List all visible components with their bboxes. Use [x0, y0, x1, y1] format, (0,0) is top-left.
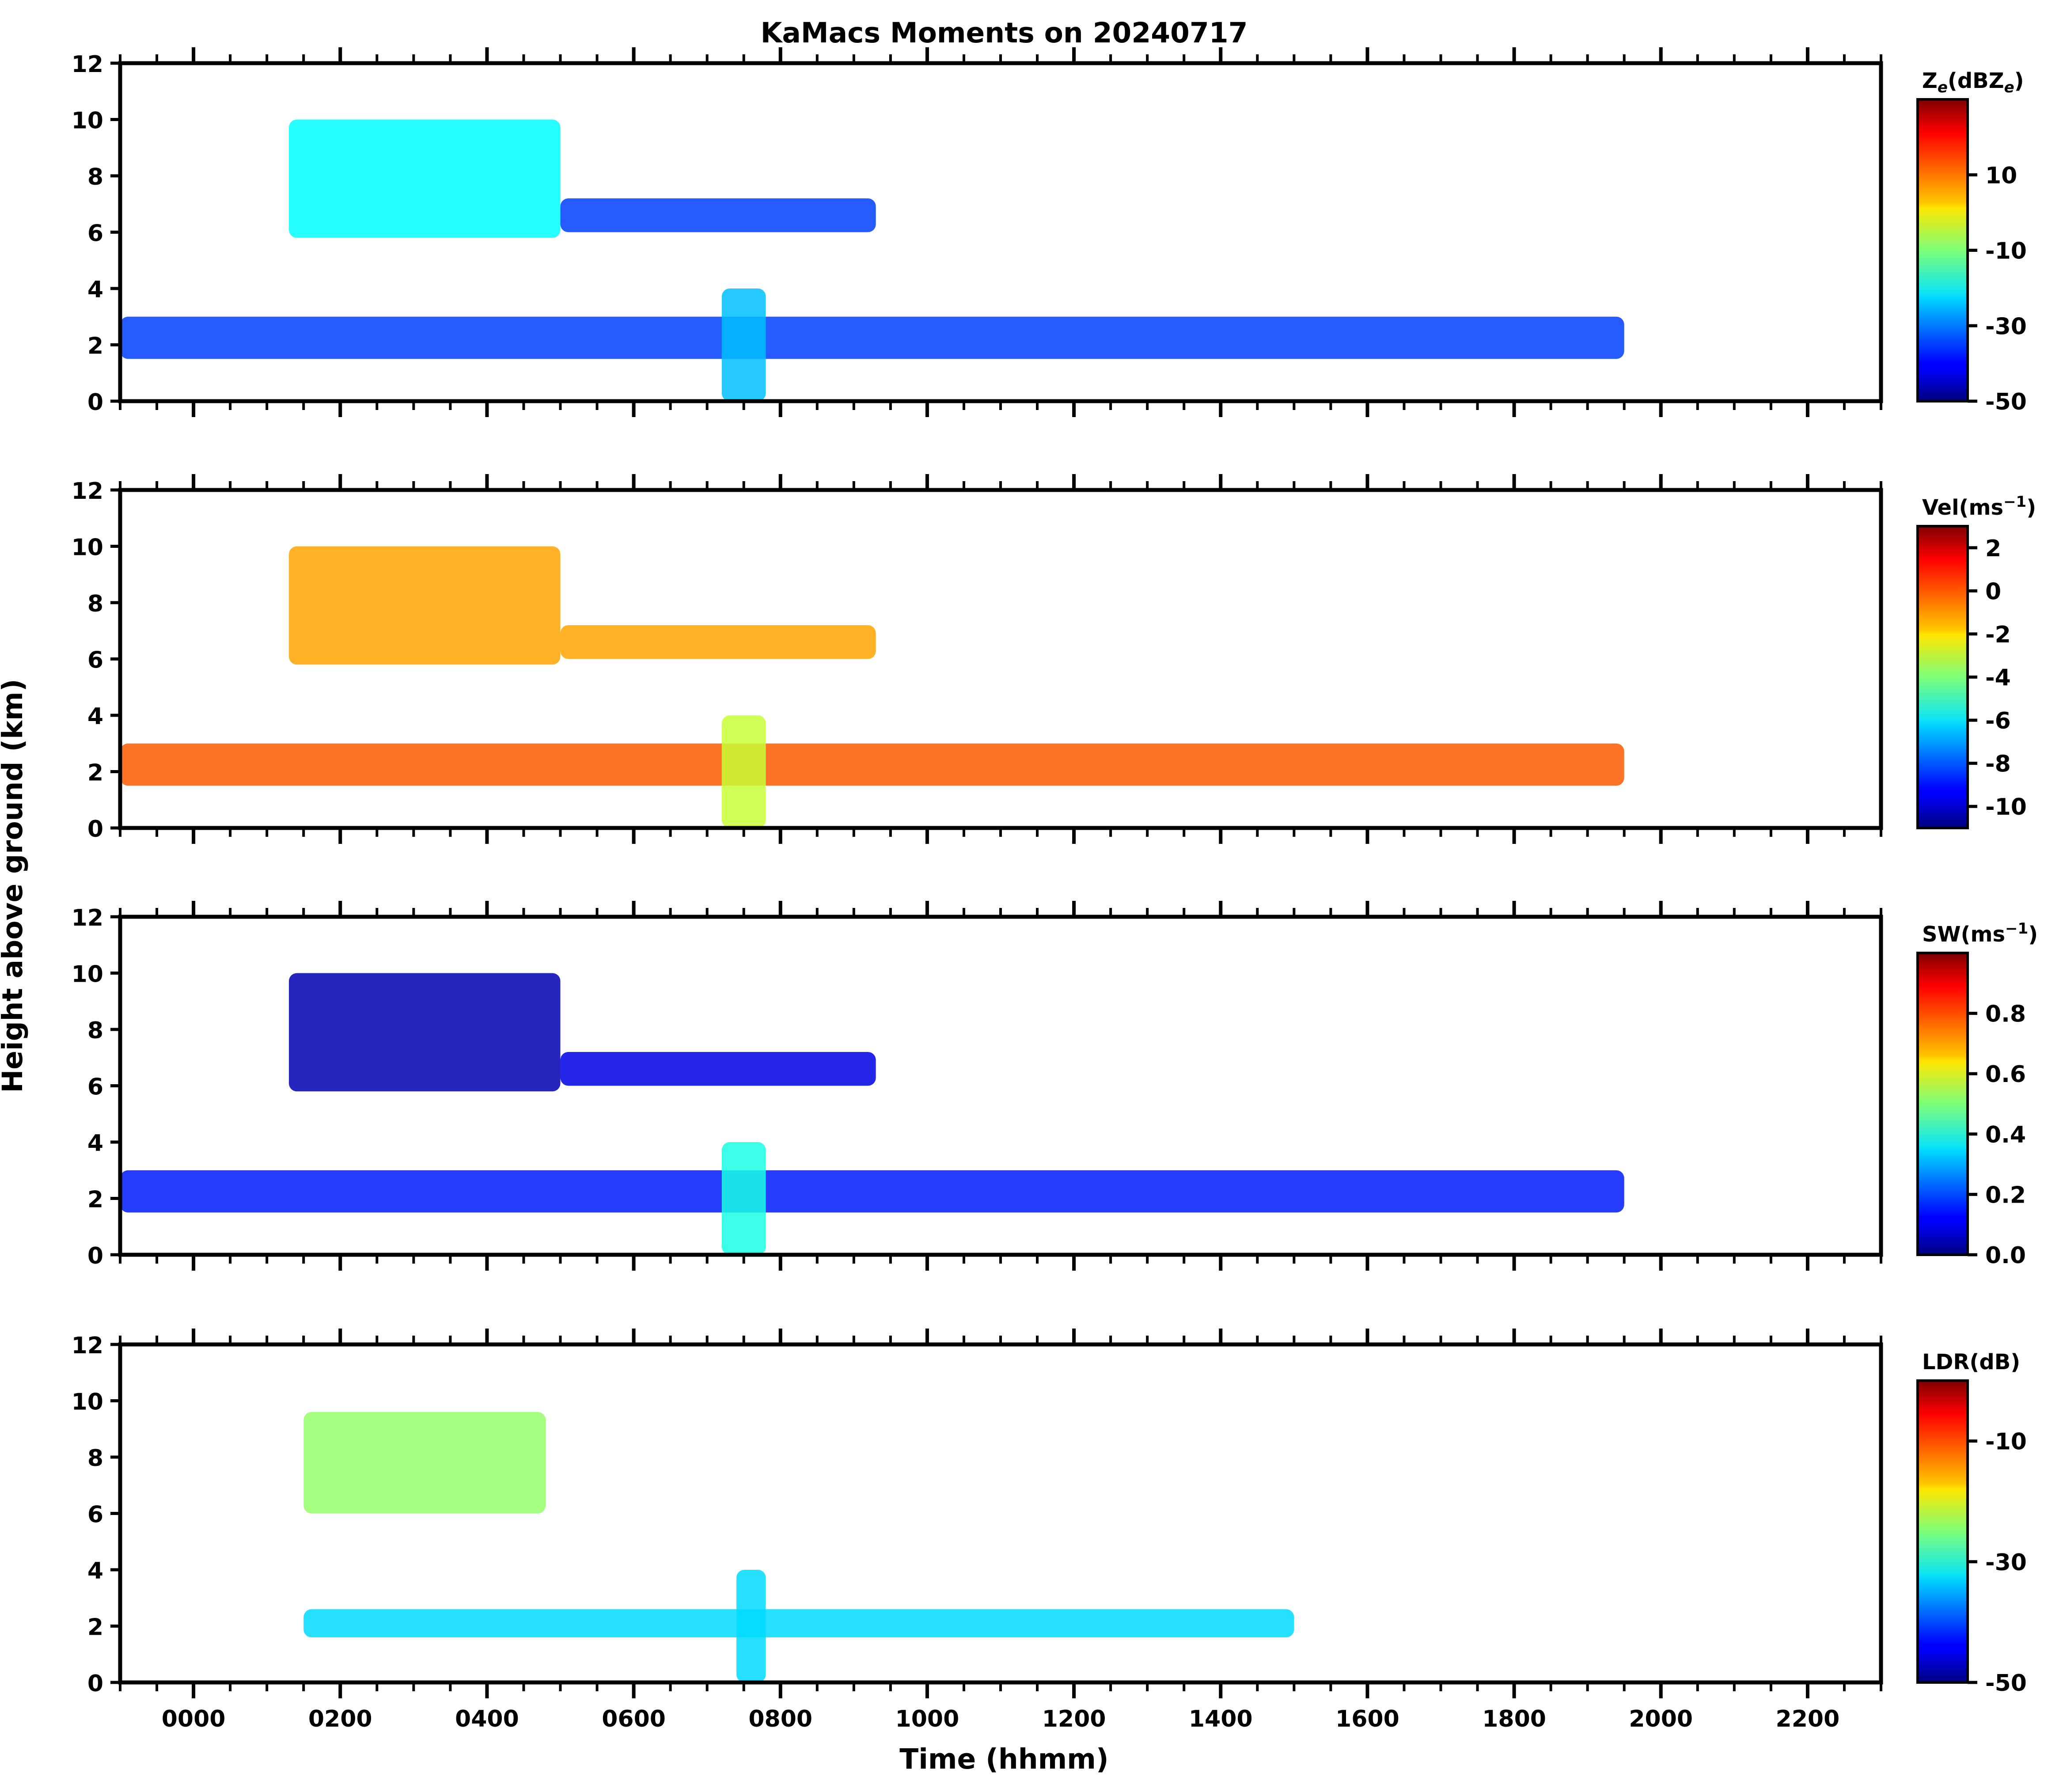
colorbar-label: Ze(dBZe)	[1922, 68, 2024, 96]
y-tick-label: 6	[87, 1074, 103, 1101]
colorbar-tick-label: -10	[1985, 1429, 2027, 1455]
y-tick-label: 0	[87, 816, 103, 843]
y-tick-label: 4	[87, 1558, 103, 1584]
colorbar-tick-label: -10	[1985, 794, 2027, 820]
colorbar	[1916, 525, 1969, 829]
panel-spectrum_width: 0 2 4 6 8 10 12 0.0 0.2 0.4 0.6 0.8 SW(ms−1)	[72, 901, 2038, 1271]
cloud-layer-2	[560, 1052, 876, 1086]
y-tick-label: 0	[87, 1671, 103, 1697]
y-tick-label: 2	[87, 760, 103, 786]
cloud-layer-2	[560, 198, 876, 232]
y-tick-label: 0	[87, 389, 103, 416]
panel-velocity: 0 2 4 6 8 10 12 -10 -8 -6 -4 -2 0 2 Vel(ms−1)	[72, 474, 2036, 844]
colorbar-tick-label: -10	[1985, 238, 2027, 265]
cloud-layer-3	[736, 1570, 766, 1682]
colorbar-tick-label: -4	[1985, 665, 2011, 691]
y-tick-label: 2	[87, 1614, 103, 1641]
y-tick-label: 2	[87, 1187, 103, 1213]
colorbar-tick-label: -8	[1985, 751, 2011, 778]
x-tick-label: 1800	[1482, 1706, 1546, 1732]
y-tick-label: 6	[87, 647, 103, 674]
panel-ldr: 0 2 4 6 8 10 12 0000 0200 0400 0600 0800 1000 1200 140…	[72, 1329, 2027, 1732]
colorbar-tick-label: 0.2	[1985, 1182, 2026, 1208]
colorbar-tick-label: -30	[1985, 313, 2027, 340]
y-tick-label: 10	[72, 961, 103, 988]
cloud-layer-1	[288, 119, 561, 238]
y-axis-label: Height above ground (km)	[0, 679, 29, 1093]
figure-title: KaMacs Moments on 20240717	[761, 17, 1248, 49]
colorbar	[1916, 1379, 1969, 1684]
cloud-layer-2	[560, 625, 876, 659]
colorbar-tick-label: 2	[1985, 535, 2001, 562]
x-tick-label: 0800	[748, 1706, 812, 1732]
colorbar-tick-label: 10	[1985, 163, 2017, 189]
cloud-layer-2	[303, 1609, 1294, 1637]
x-tick-label: 1200	[1042, 1706, 1106, 1732]
colorbar-tick-label: -2	[1985, 622, 2011, 648]
colorbar-tick-label: 0.8	[1985, 1001, 2026, 1028]
y-tick-label: 8	[87, 1445, 103, 1472]
cloud-layer-1	[303, 1412, 546, 1514]
cloud-layer-3	[120, 1170, 1624, 1213]
y-tick-label: 12	[72, 1333, 103, 1359]
y-tick-label: 6	[87, 220, 103, 247]
colorbar-tick-label: -6	[1985, 708, 2011, 734]
y-tick-label: 8	[87, 591, 103, 617]
colorbar-tick-label: 0.4	[1985, 1122, 2026, 1148]
cloud-layer-4	[721, 1142, 766, 1255]
x-axis-label: Time (hhmm)	[899, 1743, 1108, 1775]
cloud-layer-1	[288, 546, 561, 665]
y-tick-label: 4	[87, 1130, 103, 1157]
x-tick-label: 2200	[1776, 1706, 1840, 1732]
colorbar-label: LDR(dB)	[1922, 1350, 2020, 1374]
y-tick-label: 2	[87, 333, 103, 360]
cloud-layer-1	[288, 973, 561, 1092]
y-tick-label: 10	[72, 1389, 103, 1416]
x-tick-label: 0200	[308, 1706, 372, 1732]
x-tick-label: 0400	[455, 1706, 519, 1732]
colorbar	[1916, 98, 1969, 402]
y-tick-label: 10	[72, 108, 103, 134]
y-tick-label: 12	[72, 905, 103, 931]
y-tick-label: 4	[87, 703, 103, 730]
y-tick-label: 6	[87, 1502, 103, 1528]
y-tick-label: 8	[87, 1017, 103, 1044]
cloud-layer-3	[120, 316, 1624, 359]
cloud-layer-4	[721, 289, 766, 401]
cloud-layer-4	[721, 715, 766, 828]
x-tick-label: 2000	[1629, 1706, 1693, 1732]
colorbar-label: Vel(ms−1)	[1922, 493, 2036, 520]
colorbar-tick-label: 0	[1985, 578, 2001, 605]
y-tick-label: 8	[87, 164, 103, 190]
colorbar-tick-label: -50	[1985, 389, 2027, 415]
colorbar-tick-label: 0.6	[1985, 1061, 2026, 1088]
x-tick-label: 0000	[162, 1706, 226, 1732]
colorbar	[1916, 952, 1969, 1256]
x-tick-label: 1000	[895, 1706, 959, 1732]
panels: 0 2 4 6 8 10 12 -50 -30 -10 10 Ze(dBZe) 0 2 4 6 8 10 12 -10…	[72, 47, 2038, 1732]
x-tick-label: 1600	[1335, 1706, 1399, 1732]
colorbar-tick-label: -50	[1985, 1670, 2027, 1697]
y-tick-label: 0	[87, 1243, 103, 1269]
colorbar-tick-label: -30	[1985, 1549, 2027, 1576]
y-tick-label: 12	[72, 478, 103, 505]
panel-reflectivity: 0 2 4 6 8 10 12 -50 -30 -10 10 Ze(dBZe)	[72, 47, 2027, 417]
y-tick-label: 10	[72, 535, 103, 561]
x-tick-label: 1400	[1189, 1706, 1253, 1732]
colorbar-label: SW(ms−1)	[1922, 920, 2038, 947]
colorbar-tick-label: 0.0	[1985, 1242, 2026, 1269]
cloud-layer-3	[120, 743, 1624, 786]
y-tick-label: 4	[87, 277, 103, 303]
y-tick-label: 12	[72, 51, 103, 78]
x-tick-label: 0600	[602, 1706, 666, 1732]
